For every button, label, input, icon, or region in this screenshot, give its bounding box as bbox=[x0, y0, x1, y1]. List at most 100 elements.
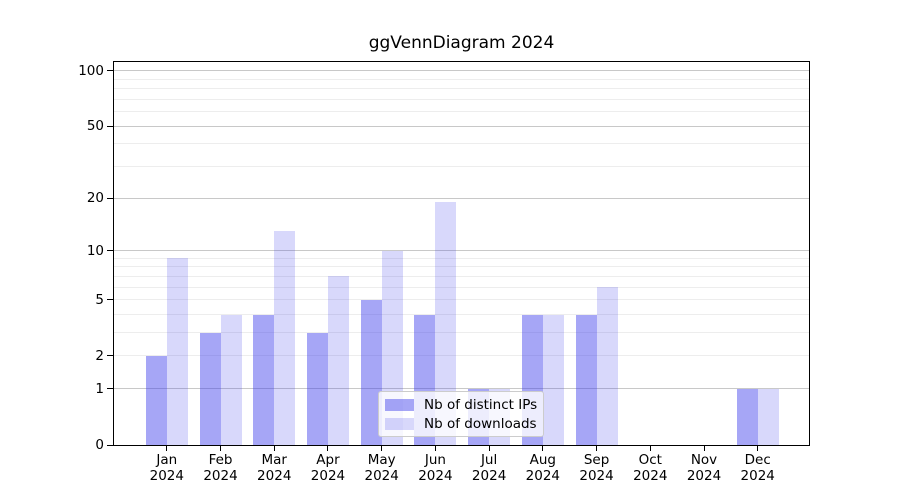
bar-distinct-ips-sep bbox=[575, 314, 597, 445]
y-tick-label-0: 0 bbox=[95, 437, 104, 453]
x-tick-year-nov: 2024 bbox=[686, 468, 722, 484]
y-tick-label-2: 2 bbox=[95, 347, 104, 364]
gridline-minor-30 bbox=[114, 166, 809, 168]
x-tick-mark-sep bbox=[596, 446, 598, 451]
x-tick-year-mar: 2024 bbox=[257, 468, 292, 484]
bar-downloads-jan bbox=[166, 258, 188, 445]
x-tick-month-jan: Jan bbox=[156, 452, 178, 468]
gridline-minor-6 bbox=[114, 286, 809, 288]
x-tick-year-may: 2024 bbox=[364, 468, 399, 484]
gridline-minor-2 bbox=[114, 355, 809, 357]
bar-downloads-dec bbox=[757, 388, 779, 445]
x-tick-mark-oct bbox=[649, 446, 651, 451]
gridline-minor-8 bbox=[114, 266, 809, 268]
bar-distinct-ips-may bbox=[360, 299, 382, 445]
gridline-minor-9 bbox=[114, 257, 809, 259]
bar-downloads-mar bbox=[274, 231, 296, 445]
y-tick-label-100: 100 bbox=[78, 62, 104, 79]
x-tick-mark-nov bbox=[703, 446, 705, 451]
x-tick-month-feb: Feb bbox=[208, 452, 233, 468]
legend-label-distinct-ips: Nb of distinct IPs bbox=[424, 396, 538, 413]
bar-distinct-ips-jan bbox=[145, 355, 167, 445]
x-tick-mark-aug bbox=[542, 446, 544, 451]
x-tick-mark-jan bbox=[166, 446, 168, 451]
x-tick-label-mar: Mar 2024 bbox=[242, 452, 306, 484]
x-tick-year-apr: 2024 bbox=[310, 468, 346, 484]
bar-distinct-ips-dec bbox=[736, 388, 758, 445]
y-tick-label-50: 50 bbox=[86, 118, 104, 135]
legend-item-downloads: Nb of downloads bbox=[385, 416, 537, 432]
gridline-minor-5 bbox=[114, 299, 809, 301]
y-tick-mark-20 bbox=[107, 197, 113, 199]
x-tick-month-dec: Dec bbox=[744, 452, 771, 468]
bar-distinct-ips-mar bbox=[253, 314, 275, 445]
x-tick-label-aug: Aug 2024 bbox=[511, 452, 575, 484]
y-tick-mark-10 bbox=[107, 250, 113, 252]
x-tick-month-sep: Sep bbox=[583, 452, 610, 468]
gridline-major-50 bbox=[114, 125, 809, 127]
bar-downloads-apr bbox=[327, 276, 349, 445]
bar-downloads-aug bbox=[542, 314, 564, 445]
bar-distinct-ips-apr bbox=[306, 332, 328, 445]
bar-downloads-sep bbox=[596, 287, 618, 445]
x-tick-mark-may bbox=[381, 446, 383, 451]
gridline-major-10 bbox=[114, 250, 809, 252]
x-tick-month-nov: Nov bbox=[690, 452, 718, 468]
bar-downloads-jun bbox=[435, 202, 457, 445]
x-tick-mark-feb bbox=[220, 446, 222, 451]
x-tick-label-may: May 2024 bbox=[350, 452, 414, 484]
y-tick-mark-1 bbox=[107, 388, 113, 390]
gridlines-layer bbox=[114, 62, 809, 445]
bars-layer bbox=[114, 62, 809, 445]
x-tick-month-oct: Oct bbox=[638, 452, 662, 468]
chart-title: ggVennDiagram 2024 bbox=[368, 33, 555, 53]
x-tick-label-jul: Jul 2024 bbox=[457, 452, 521, 484]
legend: Nb of distinct IPs Nb of downloads bbox=[378, 391, 544, 437]
x-tick-month-jul: Jul bbox=[480, 452, 498, 468]
x-tick-month-aug: Aug bbox=[529, 452, 557, 468]
gridline-minor-7 bbox=[114, 275, 809, 277]
gridline-major-1 bbox=[114, 388, 809, 390]
y-tick-mark-5 bbox=[107, 299, 113, 301]
plot-area: Nb of distinct IPs Nb of downloads bbox=[113, 61, 810, 446]
legend-swatch-distinct-ips bbox=[385, 398, 414, 411]
x-tick-month-jun: Jun bbox=[424, 452, 446, 468]
gridline-minor-80 bbox=[114, 88, 809, 90]
x-tick-label-jan: Jan 2024 bbox=[135, 452, 199, 484]
gridline-minor-90 bbox=[114, 78, 809, 80]
y-tick-mark-0 bbox=[107, 444, 113, 446]
x-tick-year-jul: 2024 bbox=[471, 468, 507, 484]
x-tick-label-jun: Jun 2024 bbox=[403, 452, 467, 484]
x-tick-mark-apr bbox=[327, 446, 329, 451]
x-tick-month-may: May bbox=[367, 452, 396, 468]
x-tick-mark-dec bbox=[757, 446, 759, 451]
y-tick-mark-50 bbox=[107, 125, 113, 127]
x-tick-year-feb: 2024 bbox=[203, 468, 238, 484]
x-tick-month-mar: Mar bbox=[261, 452, 287, 468]
x-tick-label-nov: Nov 2024 bbox=[672, 452, 736, 484]
gridline-major-100 bbox=[114, 70, 809, 72]
x-tick-label-dec: Dec 2024 bbox=[726, 452, 790, 484]
x-tick-year-jan: 2024 bbox=[149, 468, 184, 484]
legend-swatch-downloads bbox=[385, 417, 414, 430]
y-tick-label-10: 10 bbox=[86, 242, 104, 259]
x-tick-year-jun: 2024 bbox=[418, 468, 453, 484]
x-tick-year-sep: 2024 bbox=[579, 468, 614, 484]
y-tick-label-5: 5 bbox=[95, 291, 104, 308]
x-tick-mark-mar bbox=[273, 446, 275, 451]
gridline-minor-4 bbox=[114, 314, 809, 316]
y-tick-label-1: 1 bbox=[95, 380, 104, 397]
gridline-major-20 bbox=[114, 197, 809, 199]
gridline-minor-40 bbox=[114, 143, 809, 145]
gridline-minor-60 bbox=[114, 111, 809, 113]
x-tick-mark-jun bbox=[434, 446, 436, 451]
x-tick-year-aug: 2024 bbox=[525, 468, 560, 484]
x-tick-label-oct: Oct 2024 bbox=[618, 452, 682, 484]
legend-item-distinct-ips: Nb of distinct IPs bbox=[385, 397, 537, 413]
bar-downloads-feb bbox=[220, 314, 242, 445]
x-tick-year-oct: 2024 bbox=[633, 468, 668, 484]
x-tick-year-dec: 2024 bbox=[740, 468, 775, 484]
x-tick-mark-jul bbox=[488, 446, 490, 451]
legend-label-downloads: Nb of downloads bbox=[424, 415, 537, 432]
